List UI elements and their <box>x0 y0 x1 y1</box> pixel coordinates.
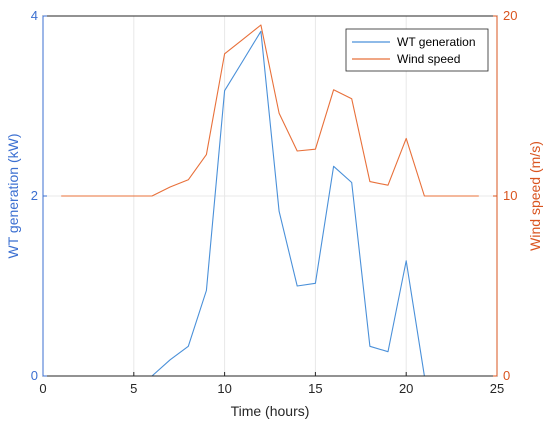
x-tick-label: 25 <box>490 381 504 396</box>
x-tick-label: 5 <box>130 381 137 396</box>
legend-label-wind-speed: Wind speed <box>397 52 460 66</box>
y-left-tick-label: 0 <box>31 368 38 383</box>
series-layer <box>61 24 479 377</box>
y-axis-right-label: Wind speed (m/s) <box>527 141 543 251</box>
y-axis-left-label: WT generation (kW) <box>5 134 21 259</box>
x-axis-label: Time (hours) <box>231 403 310 419</box>
series-line-wt-generation <box>61 30 479 377</box>
legend-box <box>345 28 489 72</box>
legend-label-wt-generation: WT generation <box>397 35 476 49</box>
x-tick-label: 0 <box>39 381 46 396</box>
y-right-tick-label: 10 <box>503 188 517 203</box>
x-tick-label: 15 <box>308 381 322 396</box>
y-left-tick-label: 4 <box>31 8 38 23</box>
y-axis-right: 0 10 20 <box>493 8 517 383</box>
y-axis-left: 0 2 4 <box>31 8 47 383</box>
x-tick-label: 20 <box>399 381 413 396</box>
series-line-wind-speed <box>61 24 479 197</box>
y-right-tick-label: 0 <box>503 368 510 383</box>
x-tick-label: 10 <box>217 381 231 396</box>
legend: WT generation Wind speed <box>345 28 489 72</box>
y-left-tick-label: 2 <box>31 188 38 203</box>
y-right-tick-label: 20 <box>503 8 517 23</box>
